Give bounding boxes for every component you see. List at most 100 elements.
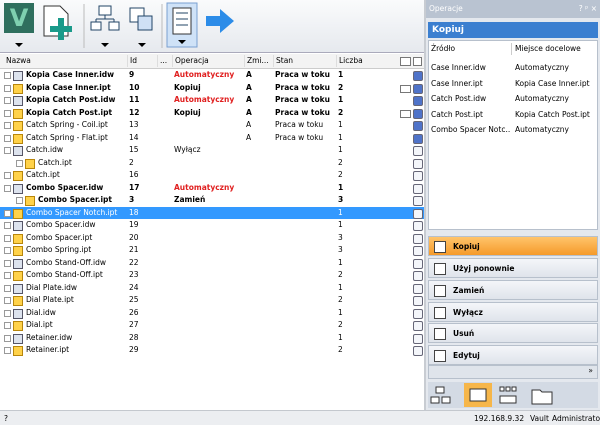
- button-label: Usuń: [453, 329, 475, 338]
- status-icon: [413, 296, 423, 306]
- file-icon: [13, 121, 23, 131]
- table-row[interactable]: Combo Stand-Off.ipt 23 2: [0, 269, 425, 282]
- cell-id: 23: [129, 270, 139, 279]
- cell-name: Catch Spring - Coil.ipt: [26, 120, 108, 129]
- file-icon: [13, 296, 23, 306]
- table-row[interactable]: Combo Spacer Notch.ipt 18 1: [0, 206, 425, 219]
- header-check-icon: [413, 57, 422, 66]
- action-button[interactable]: Wyłącz: [428, 302, 598, 322]
- status-icon: [413, 333, 423, 344]
- pane-switcher: [428, 382, 598, 408]
- table-row[interactable]: Combo Spring.ipt 21 3: [0, 244, 425, 257]
- expander: [4, 234, 11, 242]
- operation-cell: Catch Post.ipt: [431, 109, 483, 119]
- cell-id: 11: [129, 95, 140, 104]
- table-row[interactable]: Catch.ipt 16 2: [0, 169, 425, 182]
- expander: [4, 109, 11, 117]
- table-header: Nazwa Id... Operacja Zmi... Stan Liczba: [0, 54, 425, 69]
- column-header[interactable]: Operacja: [172, 55, 245, 67]
- file-icon: [13, 308, 23, 319]
- cell-count: 1: [338, 307, 343, 317]
- table-row[interactable]: Combo Spacer.ipt 20 3: [0, 232, 425, 245]
- operation-cell: Kopia Case Inner.ipt: [515, 78, 590, 88]
- expander: [4, 134, 11, 142]
- table-row[interactable]: Combo Stand-Off.idw 22 1: [0, 257, 425, 270]
- table-row[interactable]: Retainer.idw 28 1: [0, 332, 425, 345]
- table-row[interactable]: Dial Plate.ipt 25 2: [0, 294, 425, 307]
- button-label: Użyj ponownie: [453, 264, 515, 273]
- help-icon[interactable]: ?: [4, 414, 8, 423]
- table-row[interactable]: Kopia Case Inner.idw 9 Automatyczny A Praca …: [0, 69, 425, 82]
- column-header[interactable]: Miejsce docelowe: [511, 43, 595, 55]
- column-header[interactable]: Nazwa: [6, 56, 31, 65]
- button-label: Edytuj: [453, 351, 480, 360]
- cell-id: 16: [129, 170, 139, 179]
- cell-name: Dial Plate.ipt: [26, 295, 74, 304]
- status-icon: [413, 308, 423, 319]
- action-button[interactable]: Edytuj: [428, 345, 598, 365]
- table-row[interactable]: Kopia Catch Post.idw 11 Automatyczny A Praca…: [0, 94, 425, 107]
- operation-cell: Automatyczny: [515, 63, 569, 72]
- table-row[interactable]: Dial Plate.idw 24 1: [0, 282, 425, 295]
- status-icon: [413, 146, 423, 156]
- vault-logo[interactable]: [4, 3, 34, 33]
- table-row[interactable]: Catch.ipt 2 2: [0, 157, 425, 170]
- operation-cell: Case Inner.idw: [431, 63, 486, 72]
- cell-rev: A: [246, 70, 252, 79]
- table-row[interactable]: Combo Spacer.idw 19 1: [0, 219, 425, 232]
- table-row[interactable]: Dial.idw 26 1: [0, 307, 425, 320]
- operation-cell: Automatyczny: [515, 94, 569, 103]
- column-header[interactable]: Liczba: [336, 55, 394, 67]
- file-icon: [13, 283, 23, 294]
- cell-count: 1: [338, 207, 343, 217]
- expander: [4, 72, 11, 79]
- button-icon: [434, 285, 446, 297]
- table-row[interactable]: Combo Spacer.idw 17 Automatyczny 1: [0, 182, 425, 195]
- cell-name: Kopia Catch Post.idw: [26, 95, 116, 104]
- table-row[interactable]: Retainer.ipt 29 2: [0, 344, 425, 357]
- svg-text:V: V: [10, 4, 29, 32]
- splitter: [424, 0, 426, 410]
- action-button[interactable]: Użyj ponownie: [428, 258, 598, 278]
- toolbar-icons: V: [4, 2, 234, 48]
- status-icon: [413, 83, 423, 94]
- action-button[interactable]: Kopiuj: [428, 236, 598, 256]
- cell-id: 13: [129, 120, 139, 129]
- cell-rev: A: [246, 120, 252, 129]
- cell-id: 29: [129, 345, 139, 354]
- file-icon: [13, 83, 23, 94]
- pane-title-icons[interactable]: ? ᵖ ×: [578, 4, 597, 13]
- table-row[interactable]: Catch.idw 15 Wyłącz 1: [0, 144, 425, 157]
- table-row[interactable]: Catch Spring - Flat.ipt 14 A Praca w toku 1: [0, 132, 425, 145]
- column-header[interactable]: ...: [157, 55, 174, 67]
- column-header[interactable]: Id: [127, 55, 158, 67]
- status-icon: [413, 246, 423, 256]
- file-icon: [13, 346, 23, 356]
- header-folder-icon: [400, 57, 411, 66]
- cell-name: Kopia Case Inner.idw: [26, 70, 115, 79]
- column-header[interactable]: Źródło: [431, 44, 456, 53]
- column-header[interactable]: Stan: [273, 55, 336, 67]
- more-bar[interactable]: »: [428, 365, 598, 379]
- status-icon: [413, 283, 423, 294]
- file-icon: [13, 271, 23, 281]
- next-icon[interactable]: [206, 9, 234, 33]
- cell-id: 14: [129, 132, 139, 142]
- cell-operation: Kopiuj: [174, 107, 201, 117]
- table-row[interactable]: Combo Spacer.ipt 3 Zamień 3: [0, 194, 425, 207]
- cell-name: Kopia Case Inner.ipt: [26, 82, 111, 92]
- copy-icon[interactable]: [129, 7, 153, 31]
- cell-count: 1: [338, 145, 343, 154]
- cell-name: Dial.idw: [26, 307, 56, 317]
- cell-count: 1: [338, 332, 343, 342]
- table-row[interactable]: Dial.ipt 27 2: [0, 319, 425, 332]
- column-header[interactable]: Zmi...: [244, 55, 274, 67]
- expander: [4, 184, 11, 192]
- status-bar: ? 192.168.9.32 Vault Administrator: [0, 410, 600, 425]
- table-row[interactable]: Kopia Case Inner.ipt 10 Kopiuj A Praca w tok…: [0, 82, 425, 95]
- table-row[interactable]: Catch Spring - Coil.ipt 13 A Praca w toku 1: [0, 119, 425, 132]
- structure-icon[interactable]: [90, 5, 120, 31]
- table-row[interactable]: Kopia Catch Post.ipt 12 Kopiuj A Praca w tok…: [0, 107, 425, 120]
- action-button[interactable]: Usuń: [428, 323, 598, 343]
- action-button[interactable]: Zamień: [428, 280, 598, 300]
